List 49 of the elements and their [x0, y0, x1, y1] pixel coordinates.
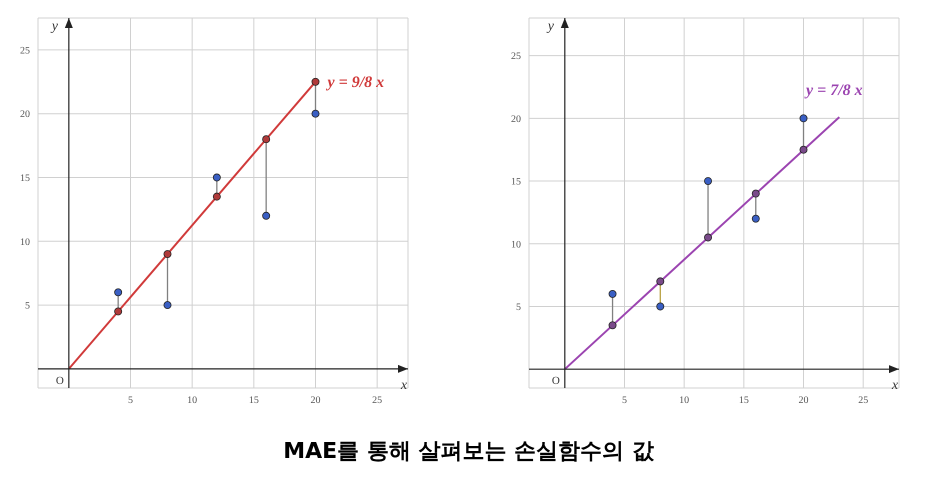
point: [262, 212, 270, 220]
point: [312, 110, 320, 118]
x-tick-label: 15: [738, 395, 749, 406]
point: [800, 114, 808, 122]
point: [752, 190, 760, 198]
y-tick-label: 5: [516, 302, 521, 314]
annotation: O: [552, 375, 560, 388]
point: [656, 277, 664, 286]
point: [262, 135, 270, 144]
point: [800, 146, 808, 154]
y-tick-label: 25: [511, 51, 521, 62]
point: [312, 78, 320, 86]
point: [704, 234, 712, 242]
point: [114, 307, 122, 316]
point: [164, 250, 172, 258]
point: [704, 177, 712, 186]
x-tick-label: 25: [372, 395, 382, 406]
x-tick-label: 25: [858, 395, 868, 406]
x-tick-label: 5: [622, 395, 627, 406]
y-tick-label: 20: [20, 109, 30, 120]
y-axis-title: y: [546, 19, 555, 34]
x-tick-label: 10: [187, 395, 198, 406]
y-tick-label: 25: [20, 45, 30, 56]
point: [656, 302, 664, 310]
x-tick-label: 15: [248, 395, 259, 406]
x-tick-label: 20: [798, 395, 809, 406]
y-tick-label: 10: [20, 236, 30, 248]
y-tick-label: 15: [511, 176, 521, 188]
point: [608, 321, 617, 330]
y-tick-label: 15: [20, 173, 30, 184]
x-tick-label: 5: [128, 395, 133, 406]
x-axis-title: x: [400, 378, 408, 393]
point: [608, 290, 617, 298]
y-tick-label: 5: [25, 300, 30, 312]
point: [212, 174, 221, 182]
x-axis-title: x: [890, 378, 899, 394]
point: [114, 288, 122, 296]
text: MAE를 통해 살펴보는 손실함수의 값: [282, 438, 655, 466]
y-axis-title: y: [50, 19, 59, 34]
x-tick-label: 20: [310, 395, 320, 406]
y-tick-label: 20: [511, 114, 521, 125]
point: [212, 192, 221, 201]
annotation: O: [56, 374, 64, 387]
point: [752, 214, 760, 223]
y-tick-label: 10: [511, 239, 521, 250]
series-label: y = 7/8 x: [804, 82, 863, 100]
point: [164, 301, 172, 310]
x-tick-label: 10: [679, 395, 690, 406]
series-label: y = 9/8 x: [326, 74, 384, 91]
